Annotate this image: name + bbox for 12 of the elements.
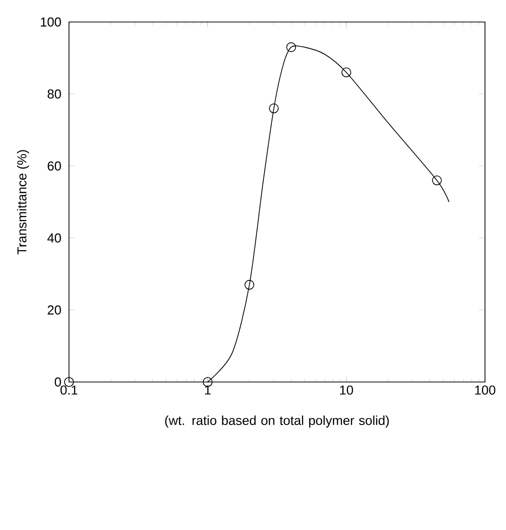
x-tick-label: 0.1: [60, 386, 78, 395]
y-tick-label: 100: [40, 17, 61, 27]
y-tick-label: 20: [48, 305, 61, 315]
x-tick-label: 10: [340, 386, 354, 395]
y-tick-label: 0: [54, 377, 61, 387]
x-tick-label: 100: [475, 386, 496, 395]
y-tick-label: 40: [47, 233, 61, 243]
y-tick-label: 80: [48, 89, 61, 99]
x-axis-title: (wt. ratio based on total polymer solid): [165, 416, 389, 428]
x-tick-label: 1: [205, 386, 211, 394]
y-tick-label: 60: [48, 161, 61, 171]
y-axis-title: Transmittance (%): [16, 150, 30, 254]
